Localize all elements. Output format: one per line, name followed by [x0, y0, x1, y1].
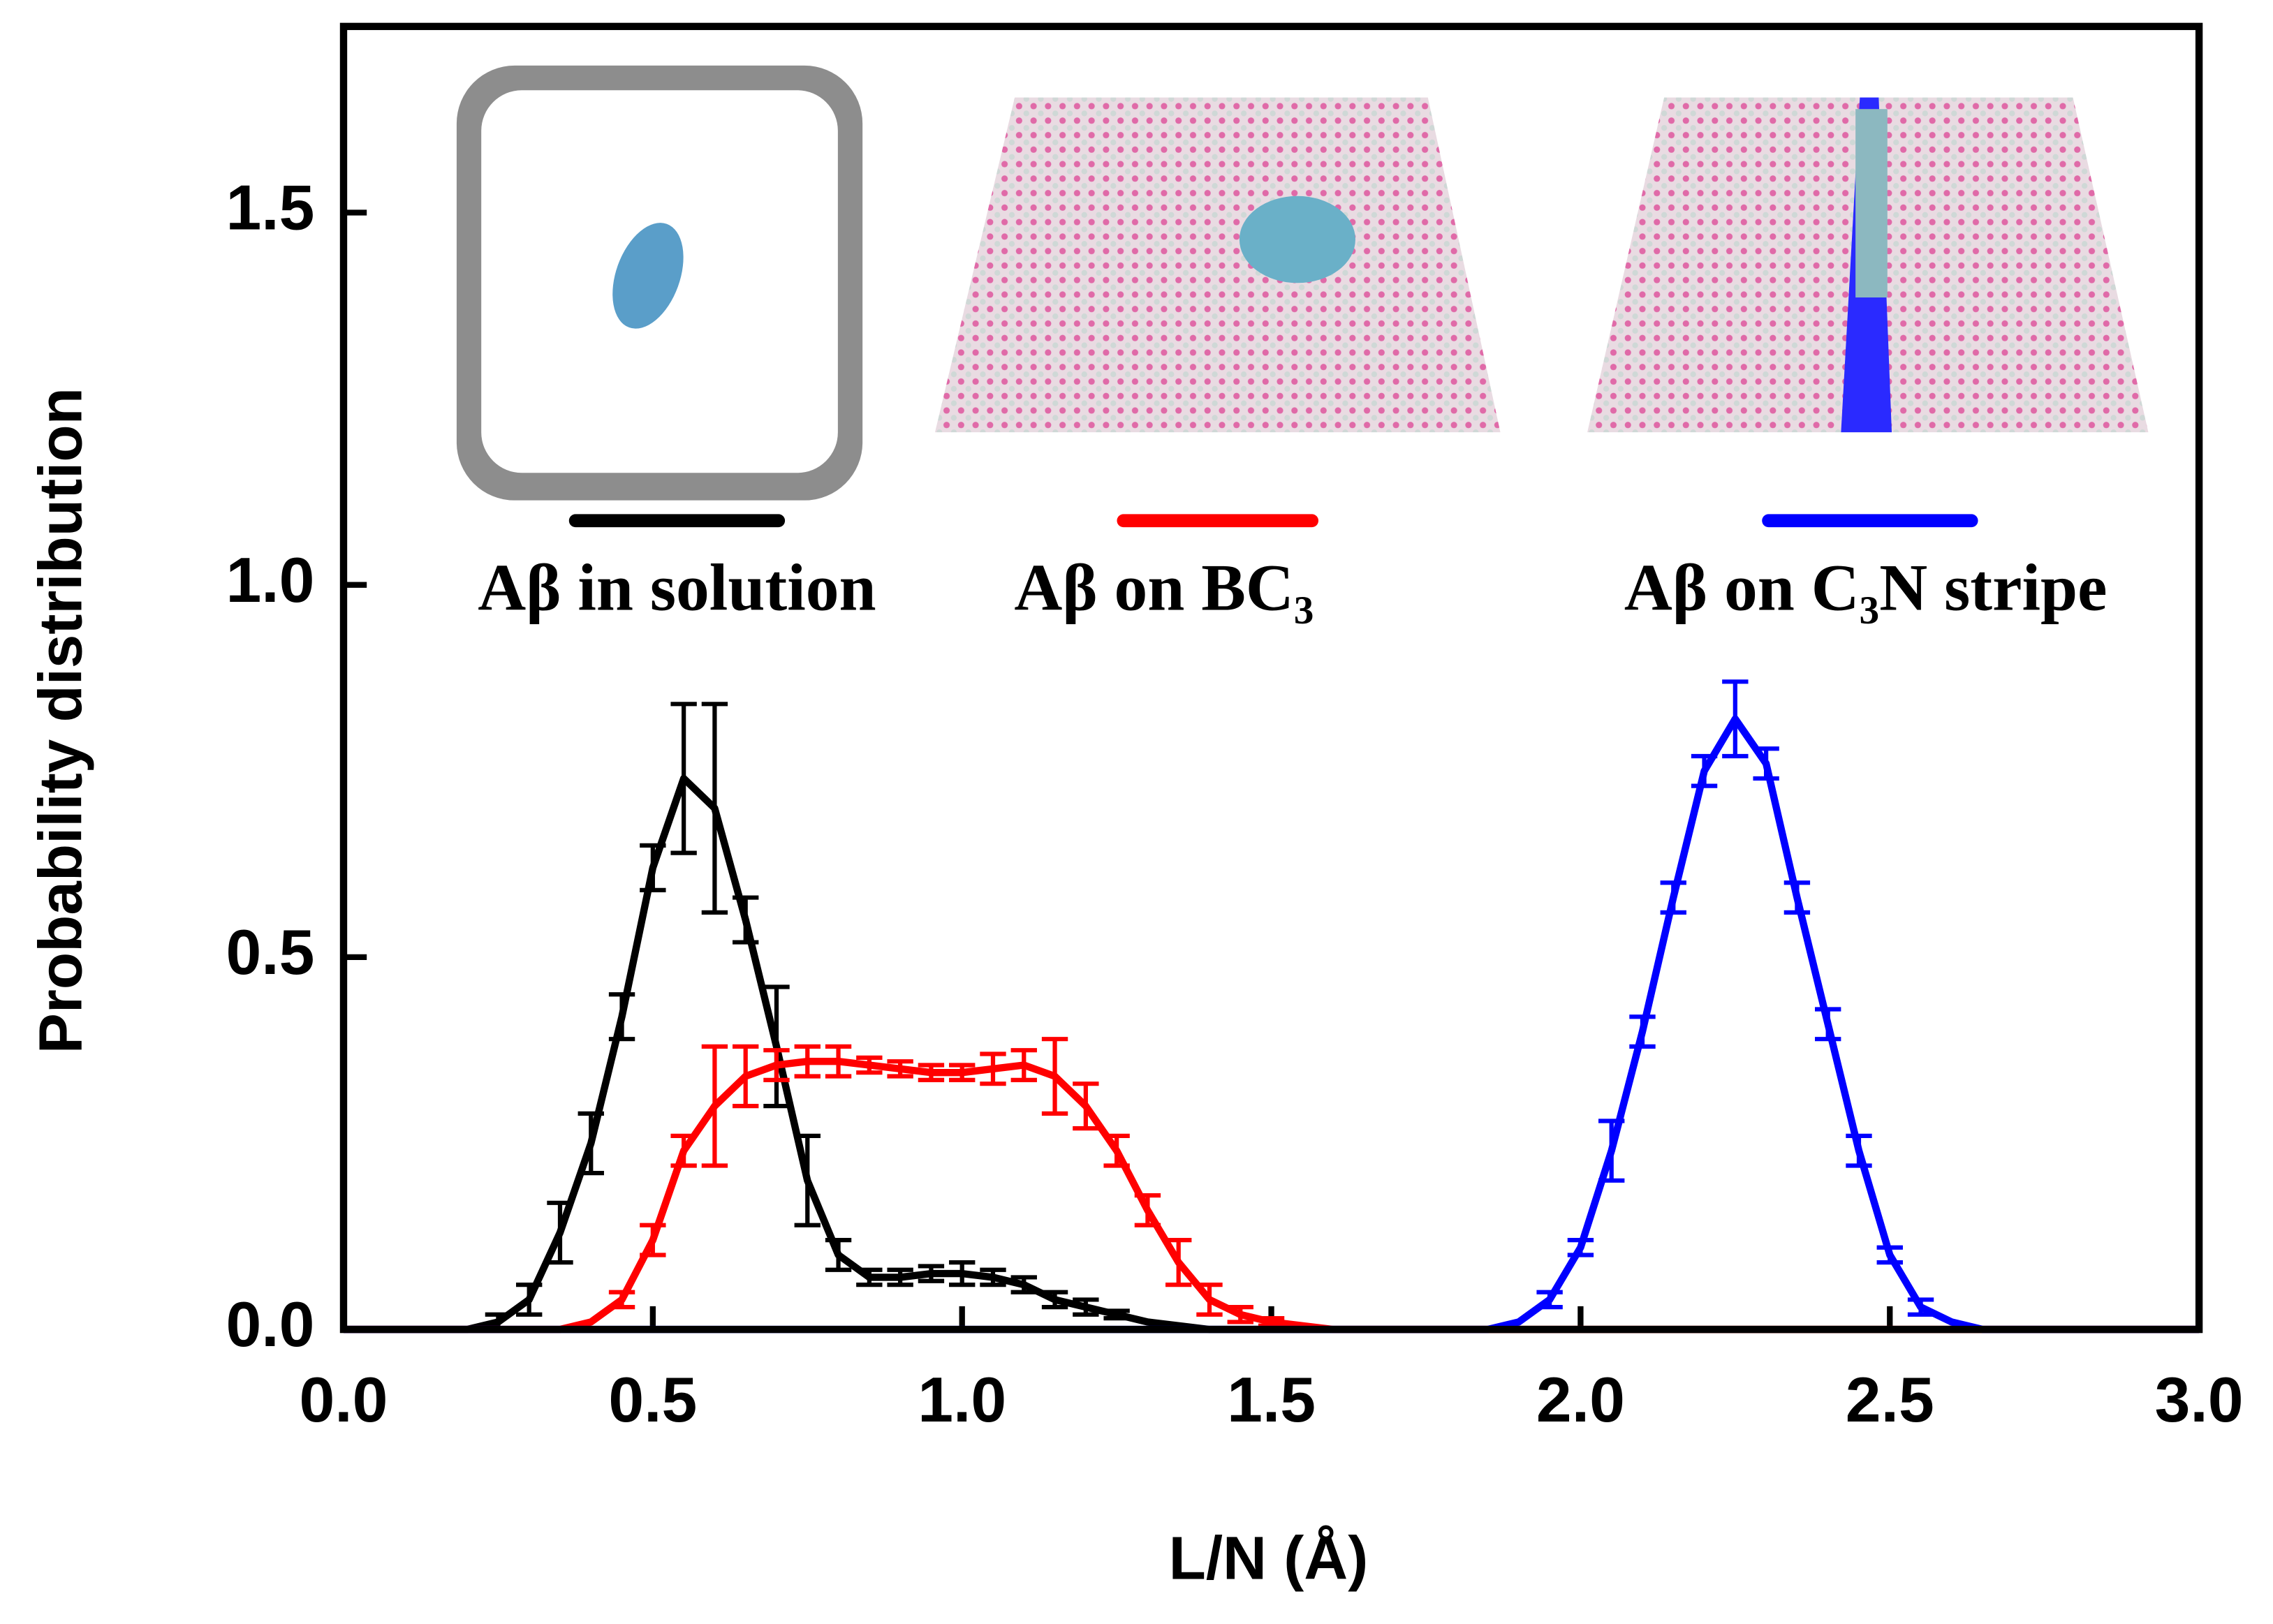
error-bar [1783, 880, 1811, 915]
x-tick-label: 1.5 [1227, 1364, 1316, 1435]
error-bar [856, 1055, 883, 1075]
error-bar [918, 1264, 945, 1283]
error-bar [1258, 1315, 1285, 1328]
error-bar [1722, 679, 1749, 759]
error-bar [1010, 1048, 1037, 1082]
error-bar [794, 1133, 821, 1227]
x-tick-label: 2.5 [1846, 1364, 1934, 1435]
error-bar [825, 1044, 852, 1079]
error-bar [701, 702, 728, 915]
error-bar [856, 1267, 883, 1287]
error-bar [1010, 1275, 1037, 1294]
peptide [1855, 109, 1888, 298]
error-bar [825, 1238, 852, 1272]
error-bar [733, 895, 759, 945]
x-axis-label: L/N (Å) [1169, 1524, 1369, 1592]
legend-label: Aβ on BC₃ [1014, 551, 1314, 625]
error-bar [1907, 1297, 1934, 1317]
y-axis-label: Probability distribution [27, 387, 94, 1054]
error-bar [578, 1111, 604, 1176]
bc3-sheet [934, 97, 1501, 433]
x-tick-label: 1.0 [918, 1364, 1006, 1435]
series-line [343, 1057, 2200, 1334]
peptide [1239, 195, 1355, 283]
error-bar [918, 1063, 945, 1082]
x-tick-label: 0.5 [608, 1364, 697, 1435]
error-bar [887, 1059, 913, 1079]
legend-label: Aβ on C₃N stripe [1624, 551, 2108, 625]
y-tick-label: 1.0 [226, 545, 314, 616]
peptide [612, 223, 684, 329]
error-bar [670, 702, 697, 855]
error-bar [1073, 1082, 1099, 1131]
error-bar [608, 1290, 635, 1310]
legend-label: Aβ in solution [478, 551, 876, 625]
error-bar [701, 1044, 728, 1168]
error-bar [1815, 1007, 1841, 1042]
error-bar [1073, 1297, 1099, 1317]
error-bar [980, 1051, 1006, 1086]
inset-images [456, 65, 2149, 501]
error-bar [547, 1200, 573, 1265]
error-bar [1629, 1014, 1656, 1049]
error-bar [1041, 1037, 1068, 1116]
error-bar [516, 1282, 543, 1317]
series-line [343, 774, 2200, 1334]
x-tick-label: 3.0 [2155, 1364, 2244, 1435]
error-bar [640, 843, 666, 893]
error-bar [1598, 1119, 1625, 1183]
plot-frame [339, 22, 2203, 1334]
error-bar [1876, 1245, 1903, 1265]
error-bar [1103, 1308, 1130, 1321]
error-bar [1041, 1290, 1068, 1310]
error-bar [794, 1044, 821, 1079]
y-tick-label: 0.0 [226, 1289, 314, 1360]
x-tick-label: 2.0 [1536, 1364, 1625, 1435]
y-tick-label: 0.5 [226, 917, 314, 988]
error-bar [1536, 1290, 1563, 1310]
x-tick-label: 0.0 [300, 1364, 388, 1435]
error-bar [1660, 880, 1686, 915]
error-bar [640, 1223, 666, 1257]
error-bar [670, 1133, 697, 1168]
error-bar [1227, 1304, 1253, 1324]
error-bar [949, 1063, 976, 1082]
error-bar [763, 984, 790, 1109]
error-bar [1134, 1193, 1161, 1227]
error-bar [1691, 753, 1718, 788]
error-bar [608, 992, 635, 1042]
error-bar [763, 1048, 790, 1082]
error-bar [733, 1044, 759, 1109]
error-bar [1165, 1238, 1192, 1287]
error-bar [1846, 1133, 1872, 1168]
error-bar [887, 1267, 913, 1287]
error-bar [980, 1267, 1006, 1287]
error-bar [1567, 1238, 1594, 1257]
y-tick-label: 1.5 [226, 172, 314, 244]
error-bar [1753, 746, 1779, 781]
error-bar [949, 1260, 976, 1287]
error-bar [1103, 1133, 1130, 1168]
error-bar [1196, 1282, 1223, 1317]
